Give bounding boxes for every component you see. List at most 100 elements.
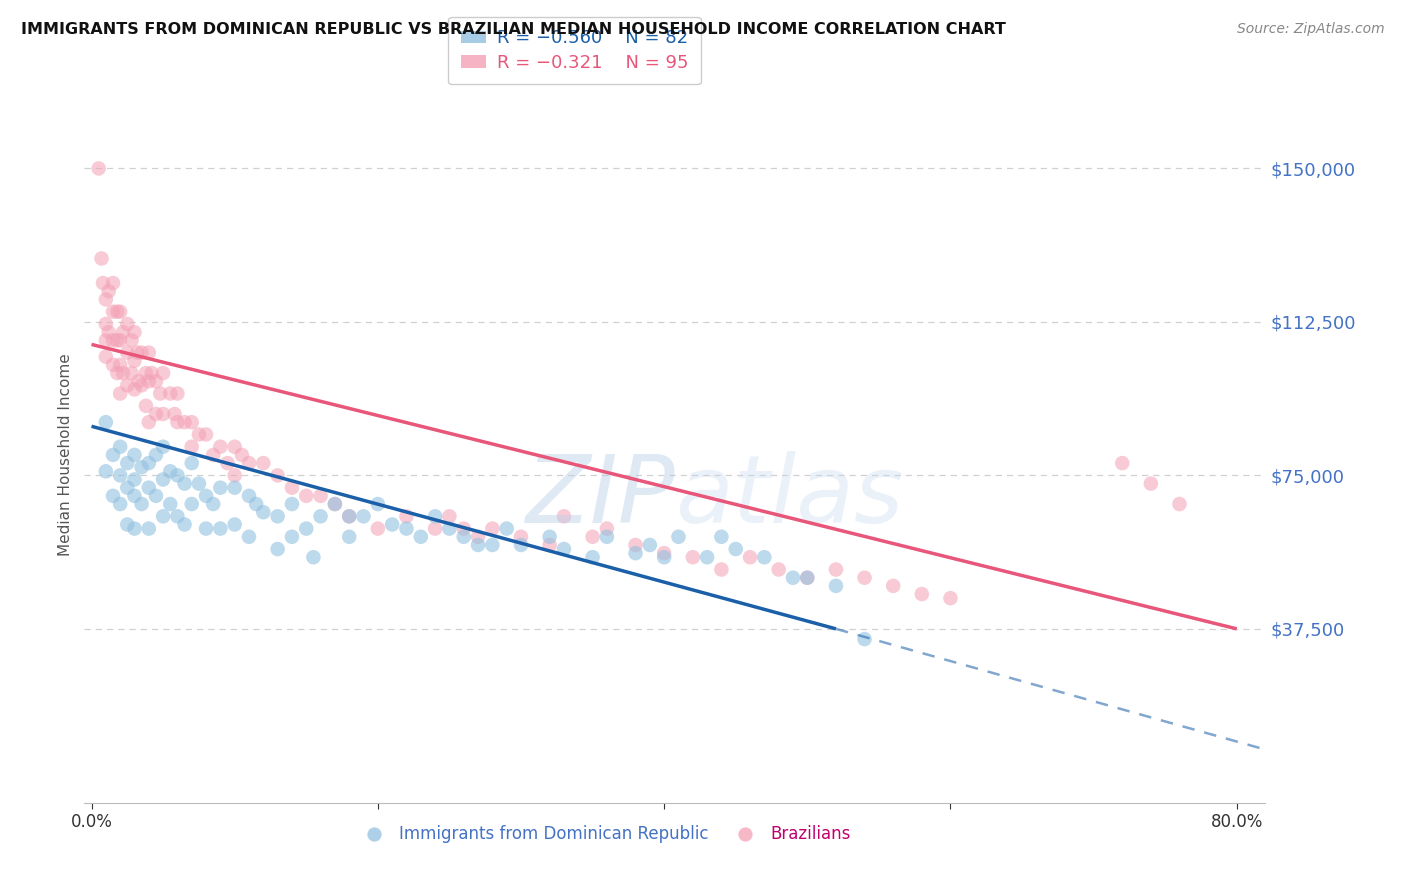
Point [367,522,389,536]
Point [1111,456,1133,470]
Point [553,542,575,557]
Point [624,538,647,552]
Point [481,522,503,536]
Point [853,571,876,585]
Point [266,542,288,557]
Point [224,517,246,532]
Point [768,562,790,576]
Point [173,476,195,491]
Point [238,489,260,503]
Point [353,509,375,524]
Point [138,374,160,388]
Point [581,550,603,565]
Point [145,374,167,388]
Point [652,550,675,565]
Point [108,440,131,454]
Point [481,538,503,552]
Point [166,386,188,401]
Point [323,497,346,511]
Point [117,456,139,470]
Point [91,276,114,290]
Point [238,530,260,544]
Point [135,399,157,413]
Point [111,325,134,339]
Point [101,334,124,348]
Point [128,374,150,388]
Point [94,415,117,429]
Point [101,304,124,318]
Point [141,366,163,380]
Point [367,497,389,511]
Point [738,550,761,565]
Point [281,481,304,495]
Point [337,509,360,524]
Point [124,383,146,397]
Point [108,497,131,511]
Point [173,415,195,429]
Point [710,562,733,576]
Point [231,448,253,462]
Point [882,579,904,593]
Point [266,509,288,524]
Point [145,448,167,462]
Point [94,293,117,307]
Text: Source: ZipAtlas.com: Source: ZipAtlas.com [1237,22,1385,37]
Point [101,489,124,503]
Point [159,386,181,401]
Point [337,509,360,524]
Point [138,345,160,359]
Point [105,334,128,348]
Point [825,562,848,576]
Point [395,522,418,536]
Point [467,530,489,544]
Point [138,456,160,470]
Point [439,522,461,536]
Point [224,468,246,483]
Point [939,591,962,606]
Point [638,538,661,552]
Point [381,517,404,532]
Point [538,530,561,544]
Point [117,517,139,532]
Point [796,571,818,585]
Point [202,448,225,462]
Point [166,468,188,483]
Point [173,517,195,532]
Point [166,509,188,524]
Point [131,345,153,359]
Point [152,440,174,454]
Point [209,522,232,536]
Point [152,366,174,380]
Point [453,530,475,544]
Point [217,456,239,470]
Point [152,509,174,524]
Point [538,538,561,552]
Point [495,522,517,536]
Point [90,252,112,266]
Point [159,464,181,478]
Point [423,509,446,524]
Point [309,489,332,503]
Point [135,366,157,380]
Point [101,358,124,372]
Point [302,550,325,565]
Y-axis label: Median Household Income: Median Household Income [58,353,73,557]
Point [187,476,209,491]
Point [94,317,117,331]
Point [309,509,332,524]
Point [97,325,120,339]
Point [238,456,260,470]
Point [108,386,131,401]
Point [180,497,202,511]
Point [439,509,461,524]
Point [138,522,160,536]
Point [180,440,202,454]
Point [131,497,153,511]
Point [124,473,146,487]
Point [596,522,619,536]
Point [668,530,690,544]
Point [453,522,475,536]
Point [117,345,139,359]
Point [108,468,131,483]
Point [187,427,209,442]
